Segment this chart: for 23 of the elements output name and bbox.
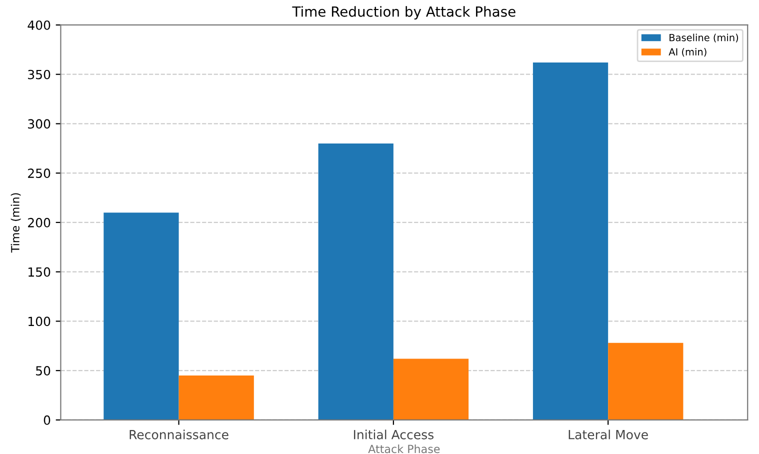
bar	[178, 376, 254, 420]
y-tick-label: 150	[28, 267, 50, 277]
bar	[318, 143, 394, 420]
y-tick-label: 100	[28, 316, 50, 326]
y-tick-label: 0	[44, 415, 50, 425]
y-axis-title: Time (min)	[10, 193, 21, 253]
y-tick-label: 50	[36, 366, 50, 376]
bar	[608, 342, 684, 420]
x-tick-label: Lateral Move	[568, 430, 648, 440]
x-tick-label: Initial Access	[354, 430, 434, 440]
y-tick-label: 400	[28, 20, 50, 30]
bar	[532, 62, 608, 420]
y-tick-label: 250	[28, 168, 50, 178]
y-tick-label: 350	[28, 70, 50, 80]
y-tick-label: 300	[28, 119, 50, 129]
bar	[104, 212, 179, 420]
y-tick-label: 200	[28, 218, 50, 228]
bar	[393, 358, 469, 420]
chart-title: Time Reduction by Attack Phase	[292, 6, 516, 20]
x-axis-title: Attack Phase	[368, 444, 440, 454]
legend-label: Baseline (min)	[670, 34, 738, 42]
x-tick-label: Reconnaissance	[130, 430, 228, 440]
legend-label: AI (min)	[668, 48, 706, 57]
